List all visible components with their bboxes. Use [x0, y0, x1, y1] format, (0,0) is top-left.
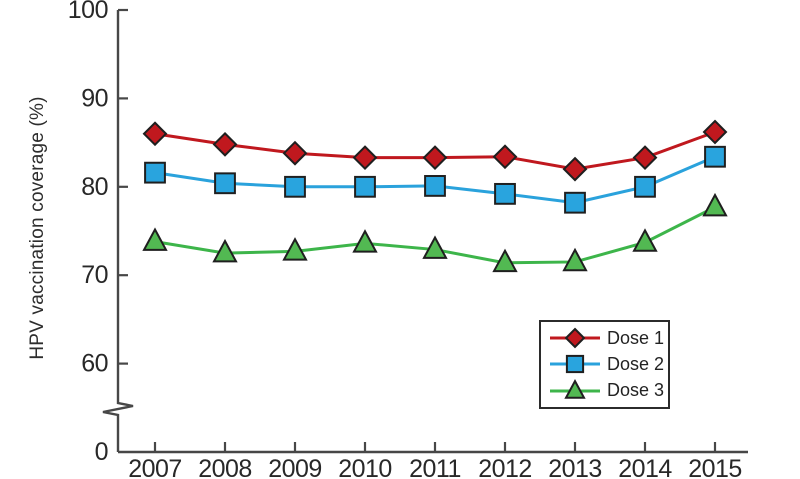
dose-2-point: [354, 175, 376, 198]
x-tick-label: 2007: [128, 455, 182, 479]
dose-2-point: [424, 175, 446, 197]
dose-3-point: [702, 192, 728, 217]
dose-1-marker-icon: [550, 327, 600, 349]
y-tick-label: 60: [81, 350, 108, 378]
x-tick-label: 2011: [409, 455, 461, 479]
legend-marker-shape: [565, 355, 585, 374]
dose-3-point: [422, 235, 448, 259]
dose-2-point: [214, 172, 236, 195]
dose-3-point: [212, 238, 238, 263]
dose-2-marker-icon: [550, 355, 600, 374]
dose-1-point: [282, 140, 308, 166]
legend-label-dose-3: Dose 3: [607, 380, 665, 401]
dose-2-point: [144, 161, 166, 184]
dose-3-point: [632, 228, 658, 252]
y-tick-label: 70: [81, 261, 108, 289]
dose-3-point: [282, 237, 308, 261]
dose-1-point: [632, 145, 658, 171]
dose-2-point: [704, 145, 726, 168]
y-tick-label: 80: [81, 173, 108, 201]
legend-marker-shape: [564, 327, 586, 349]
dose-1-point: [492, 144, 518, 170]
y-axis-title: HPV vaccination coverage (%): [27, 96, 48, 360]
dose-3-point: [562, 247, 588, 272]
x-tick-label: 2009: [268, 455, 322, 479]
dose-2-point: [564, 191, 586, 214]
dose-1-point: [142, 121, 168, 147]
dose-1-point: [212, 131, 238, 157]
dose-1-point: [352, 145, 378, 171]
legend-item-dose-1: Dose 1: [550, 326, 668, 350]
legend-marker-shape: [564, 378, 586, 399]
x-tick-label: 2013: [548, 455, 602, 479]
dose-1-point: [562, 156, 588, 182]
x-tick-label: 2015: [688, 455, 742, 479]
legend-item-dose-3: Dose 3: [550, 378, 668, 403]
legend-label-dose-2: Dose 2: [607, 353, 665, 374]
legend: Dose 1 Dose 2 Dose 3: [539, 320, 670, 409]
dose-3-point: [352, 229, 378, 253]
legend-item-dose-2: Dose 2: [550, 352, 668, 376]
dose-3-point: [492, 248, 518, 273]
x-tick-label: 2010: [338, 455, 392, 479]
y-tick-label: 100: [68, 0, 108, 24]
dose-3-point: [142, 227, 168, 251]
x-tick-label: 2008: [198, 455, 252, 479]
x-tick-label: 2012: [478, 455, 532, 479]
dose-1-point: [702, 119, 728, 145]
dose-2-point: [634, 175, 656, 198]
dose-3-marker-icon: [550, 378, 600, 399]
legend-label-dose-1: Dose 1: [607, 327, 665, 348]
y-tick-label: 90: [81, 84, 108, 112]
x-tick-label: 2014: [618, 455, 672, 479]
dose-2-point: [494, 182, 516, 205]
y-axis: [102, 10, 134, 452]
dose-2-point: [284, 175, 306, 198]
dose-1-point: [422, 145, 448, 171]
y-tick-label: 0: [95, 438, 108, 466]
